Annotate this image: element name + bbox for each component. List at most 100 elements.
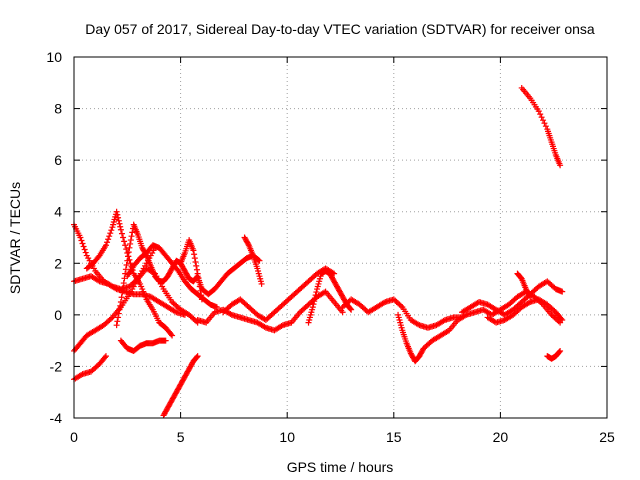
- data-point: [198, 296, 205, 303]
- data-point: [102, 242, 109, 249]
- series-arc-10: [177, 237, 205, 303]
- data-point: [124, 257, 131, 264]
- series-arc-11: [194, 288, 346, 334]
- data-point: [540, 117, 547, 124]
- data-point: [557, 162, 564, 169]
- data-point: [114, 318, 121, 325]
- data-point: [194, 353, 201, 360]
- data-point: [127, 240, 134, 247]
- data-point: [125, 249, 132, 256]
- data-point: [196, 283, 203, 290]
- data-point: [128, 233, 135, 240]
- data-point: [541, 120, 548, 127]
- data-point: [129, 229, 136, 236]
- data-point: [105, 236, 112, 243]
- series-arc-19: [514, 270, 534, 300]
- series-arc-21: [544, 347, 564, 362]
- data-point: [117, 298, 124, 305]
- data-point: [537, 111, 544, 118]
- data-point: [193, 266, 200, 273]
- series-arc-18: [484, 296, 566, 326]
- chart-title: Day 057 of 2017, Sidereal Day-to-day VTE…: [85, 21, 595, 37]
- data-point: [191, 255, 198, 262]
- data-point: [116, 306, 123, 313]
- data-point: [558, 315, 565, 322]
- data-point: [126, 244, 133, 251]
- data-point: [168, 331, 175, 338]
- data-point: [115, 314, 122, 321]
- grid-lines: [74, 57, 607, 418]
- x-axis-label: GPS time / hours: [287, 459, 394, 475]
- data-point: [127, 237, 134, 244]
- data-point: [104, 239, 111, 246]
- data-point: [102, 353, 109, 360]
- data-point: [81, 246, 88, 253]
- data-point: [77, 234, 84, 241]
- series-arc-5: [83, 208, 176, 339]
- data-point: [122, 242, 129, 249]
- series-arc-20: [518, 84, 564, 169]
- data-point: [121, 238, 128, 245]
- axis-ticks: 0 5 10 15 20 25 -4 -2 0 2 4 6 8 10: [46, 49, 615, 445]
- series-arc-7: [117, 337, 169, 354]
- series-arc-17: [459, 278, 566, 318]
- data-point: [256, 257, 263, 264]
- data-point: [197, 287, 204, 294]
- x-tick-label: 20: [493, 429, 509, 445]
- data-point: [115, 310, 122, 317]
- y-tick-label: 0: [54, 307, 62, 323]
- series-arc-9: [160, 353, 201, 419]
- series-arc-4: [71, 353, 109, 383]
- data-point: [162, 337, 169, 344]
- x-tick-label: 10: [279, 429, 295, 445]
- y-tick-label: 4: [54, 204, 62, 220]
- data-point: [120, 284, 127, 291]
- data-point: [193, 353, 200, 360]
- data-point: [123, 262, 130, 269]
- data-point: [313, 289, 320, 296]
- data-point: [120, 280, 127, 287]
- data-point: [115, 214, 122, 221]
- data-point: [113, 208, 120, 215]
- data-point: [559, 288, 566, 295]
- data-point: [107, 230, 114, 237]
- x-tick-label: 25: [599, 429, 615, 445]
- data-point: [198, 292, 205, 299]
- data-point: [117, 226, 124, 233]
- data-point: [169, 332, 176, 339]
- data-point: [538, 114, 545, 121]
- data-point: [118, 294, 125, 301]
- data-point: [113, 322, 120, 329]
- y-tick-label: 8: [54, 101, 62, 117]
- data-point: [311, 295, 318, 302]
- data-point: [310, 301, 317, 308]
- data-point: [122, 266, 129, 273]
- y-tick-label: 6: [54, 152, 62, 168]
- plot-border: [73, 56, 608, 419]
- data-point: [101, 354, 108, 361]
- x-tick-label: 0: [70, 429, 78, 445]
- data-point: [106, 233, 113, 240]
- data-point: [535, 108, 542, 115]
- data-point: [192, 258, 199, 265]
- data-point: [119, 289, 126, 296]
- data-point: [80, 243, 87, 250]
- data-point: [347, 305, 354, 312]
- data-point: [79, 240, 86, 247]
- data-point: [116, 220, 123, 227]
- data-point: [127, 260, 134, 267]
- series-arc-16: [395, 288, 564, 365]
- y-axis-label: SDTVAR / TECUs: [7, 182, 23, 294]
- data-point: [117, 302, 124, 309]
- data-point: [526, 292, 533, 299]
- data-points: [71, 84, 566, 419]
- data-point: [311, 298, 318, 305]
- data-point: [120, 234, 127, 241]
- y-tick-label: 2: [54, 255, 62, 271]
- data-point: [348, 306, 355, 313]
- data-point: [193, 262, 200, 269]
- data-point: [309, 304, 316, 311]
- data-point: [195, 274, 202, 281]
- data-point: [174, 266, 181, 273]
- data-point: [78, 237, 85, 244]
